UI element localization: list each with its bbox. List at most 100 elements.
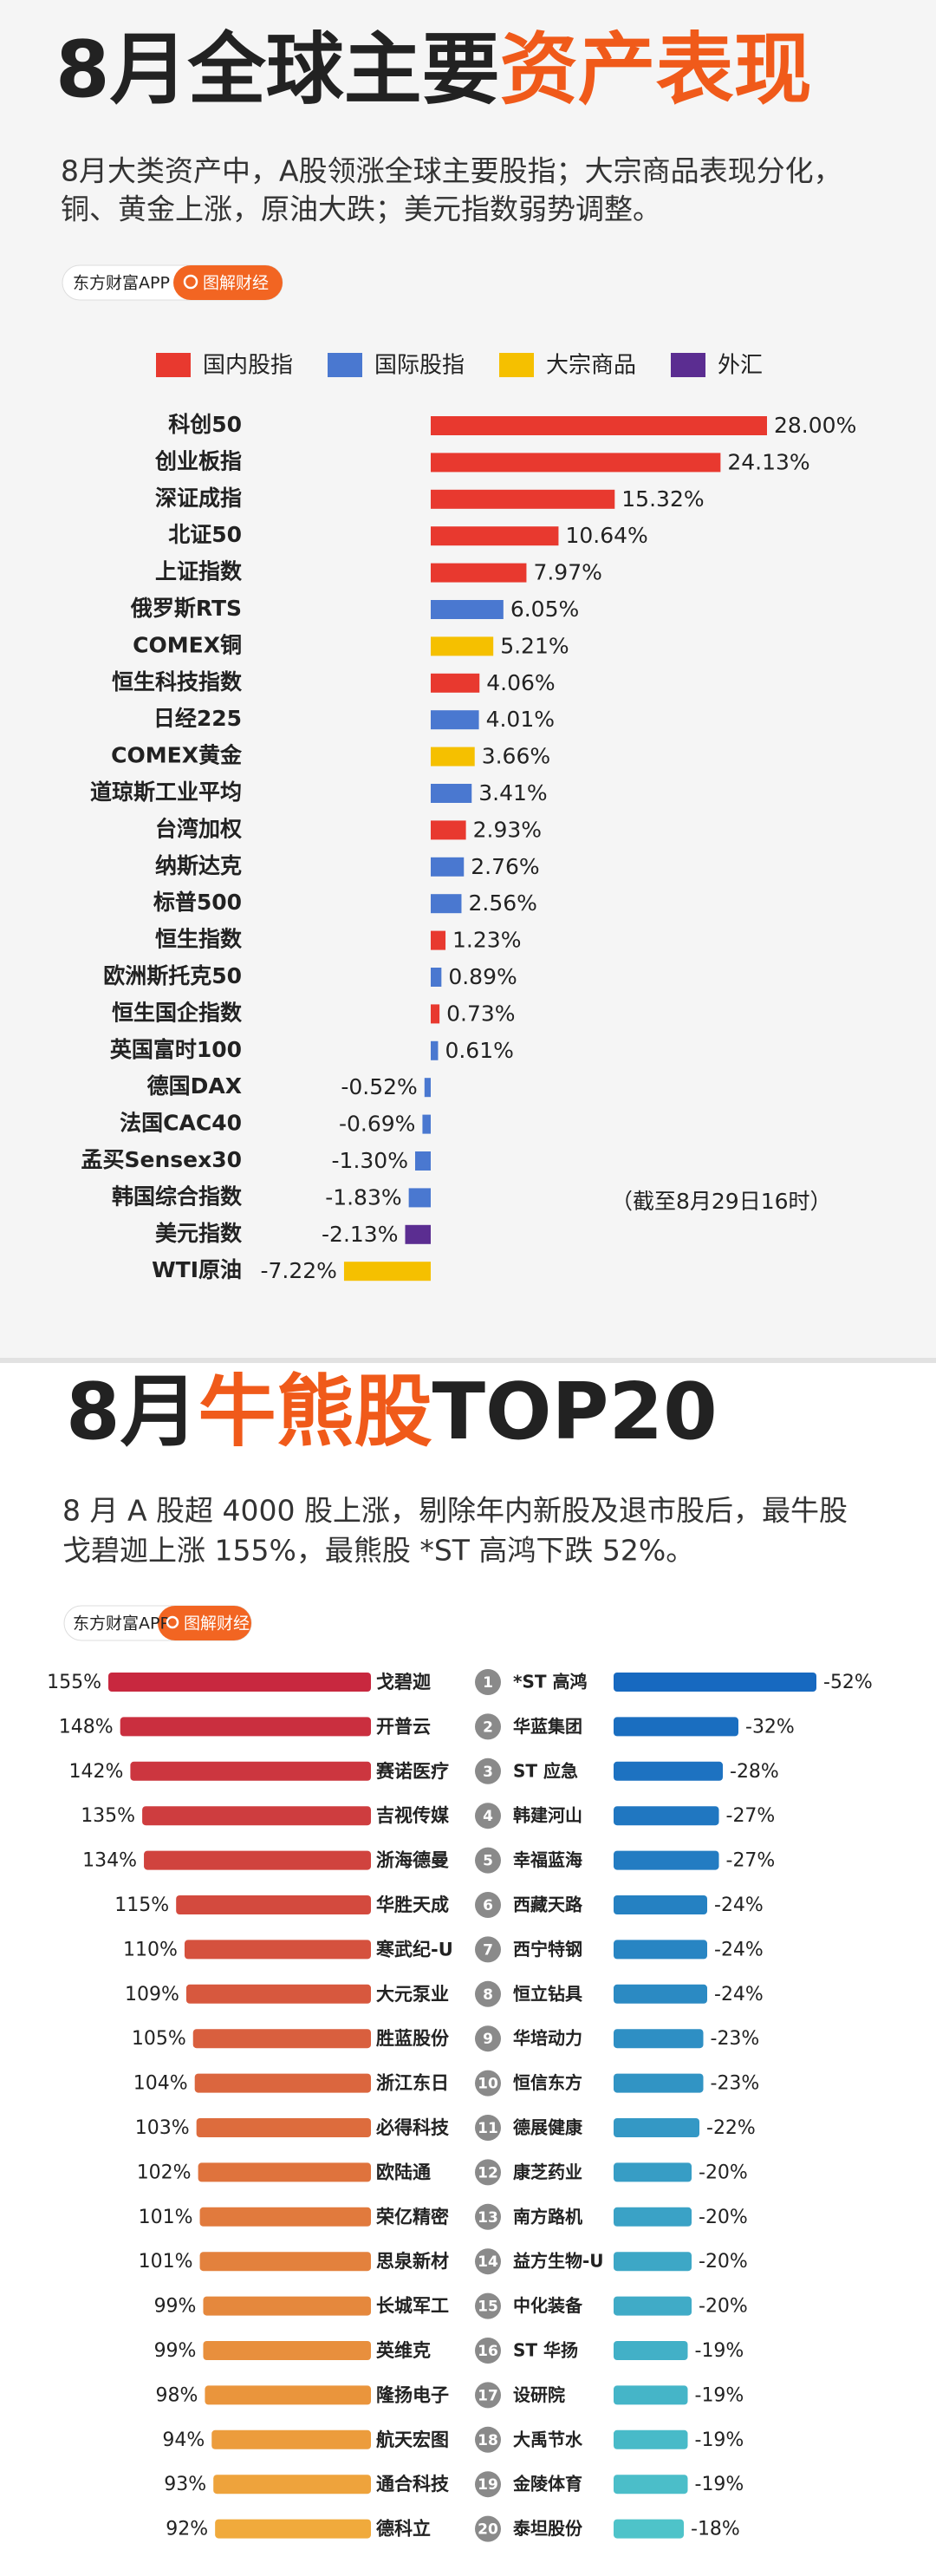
bar — [614, 2073, 704, 2093]
chart-title: 8月牛熊股TOP20 — [66, 1366, 718, 1458]
value-label: 101% — [139, 2251, 193, 2273]
bar — [185, 1984, 371, 2004]
bar — [199, 2207, 371, 2227]
category-label: 台湾加权 — [155, 816, 242, 841]
stock-name: 设研院 — [513, 2384, 565, 2405]
stock-name: 长城军工 — [376, 2296, 449, 2317]
category-label: COMEX铜 — [133, 632, 242, 657]
stock-name: 寒武纪-U — [376, 1939, 453, 1960]
rank-badge — [475, 2203, 501, 2230]
bar — [614, 1717, 738, 1737]
stock-name: 大禹节水 — [513, 2429, 583, 2449]
bar — [424, 1078, 431, 1098]
value-label: -23% — [711, 2028, 760, 2050]
value-label: 134% — [82, 1850, 137, 1872]
bar — [144, 1850, 371, 1870]
bar — [431, 820, 466, 840]
rank-badge — [475, 2426, 501, 2453]
value-label: 92% — [166, 2519, 208, 2540]
rank-label: 9 — [483, 2031, 493, 2048]
value-label: 142% — [69, 1761, 124, 1783]
bar — [205, 2385, 371, 2405]
stock-name: 恒信东方 — [513, 2072, 582, 2093]
value-label: -19% — [695, 2384, 744, 2406]
stock-name: 华培动力 — [513, 2028, 582, 2049]
bar — [614, 2475, 688, 2494]
value-label: 24.13% — [727, 449, 809, 474]
value-label: 15.32% — [621, 486, 704, 512]
bar — [405, 1224, 431, 1244]
stock-name: 华胜天成 — [376, 1895, 449, 1915]
rank-badge — [475, 2515, 501, 2542]
rank-badge — [475, 2159, 501, 2186]
rank-label: 2 — [483, 1718, 493, 1736]
stock-name: 必得科技 — [376, 2117, 450, 2138]
rank-label: 10 — [478, 2076, 498, 2093]
stock-name: 浙江东日 — [376, 2073, 449, 2094]
stock-name: *ST 高鸿 — [513, 1672, 587, 1692]
value-label: -24% — [714, 1939, 764, 1960]
stock-name: 德展健康 — [513, 2117, 583, 2138]
value-label: -7.22% — [260, 1258, 336, 1283]
bar — [431, 1040, 439, 1060]
value-label: -20% — [699, 2162, 748, 2183]
value-label: 104% — [133, 2073, 188, 2095]
category-label: 俄罗斯RTS — [130, 596, 242, 621]
value-label: -20% — [699, 2251, 748, 2273]
stock-name: 隆扬电子 — [376, 2384, 449, 2405]
category-label: 恒生指数 — [155, 927, 243, 952]
bar — [408, 1188, 431, 1208]
rank-label: 20 — [478, 2521, 498, 2539]
rank-badge — [475, 1980, 501, 2007]
rank-label: 3 — [483, 1764, 493, 1781]
badge-pill — [173, 265, 283, 300]
value-label: 3.41% — [478, 780, 547, 805]
bar — [211, 2429, 371, 2449]
value-label: 7.97% — [533, 560, 601, 585]
stock-name: 荣亿精密 — [375, 2207, 449, 2227]
category-label: 上证指数 — [155, 559, 243, 584]
stock-name: 英维克 — [376, 2340, 431, 2361]
bar — [614, 2341, 688, 2360]
stock-name: 胜蓝股份 — [376, 2028, 450, 2049]
stock-name: 赛诺医疗 — [375, 1761, 449, 1782]
rank-label: 14 — [478, 2253, 498, 2271]
value-label: -18% — [691, 2519, 740, 2540]
legend-swatch — [499, 353, 534, 377]
category-label: WTI原油 — [152, 1257, 242, 1282]
search-icon — [166, 1615, 179, 1629]
stock-name: 南方路机 — [513, 2206, 582, 2227]
stock-name: 幸福蓝海 — [513, 1849, 582, 1870]
category-label: 孟买Sensex30 — [81, 1147, 242, 1172]
rank-label: 12 — [478, 2164, 498, 2181]
value-label: 155% — [47, 1672, 101, 1693]
value-label: -0.52% — [341, 1074, 417, 1099]
rank-label: 11 — [478, 2120, 498, 2137]
bar — [108, 1673, 371, 1692]
bar — [431, 563, 527, 583]
value-label: -1.30% — [332, 1148, 408, 1173]
search-icon — [183, 274, 198, 290]
bar — [431, 673, 480, 693]
value-label: 115% — [114, 1895, 169, 1916]
value-label: -22% — [706, 2117, 756, 2139]
category-label: 法国CAC40 — [120, 1111, 242, 1136]
title-part: TOP20 — [432, 1366, 718, 1458]
bar — [431, 600, 504, 619]
bar — [431, 747, 475, 766]
chart-title: 8月全球主要资产表现 — [55, 24, 812, 115]
annotation: （截至8月29日16时） — [611, 1189, 832, 1214]
value-label: 28.00% — [774, 413, 856, 438]
rank-badge — [475, 2471, 501, 2498]
value-label: 5.21% — [500, 633, 569, 658]
value-label: 1.23% — [452, 928, 521, 953]
stock-name: 吉视传媒 — [376, 1805, 450, 1826]
value-label: 0.73% — [446, 1001, 515, 1026]
bar — [199, 2252, 371, 2272]
rank-label: 19 — [478, 2476, 498, 2494]
bar — [184, 1940, 371, 1960]
stock-name: 泰坦股份 — [512, 2518, 583, 2539]
rank-badge — [475, 2338, 501, 2364]
category-label: COMEX黄金 — [111, 743, 243, 768]
